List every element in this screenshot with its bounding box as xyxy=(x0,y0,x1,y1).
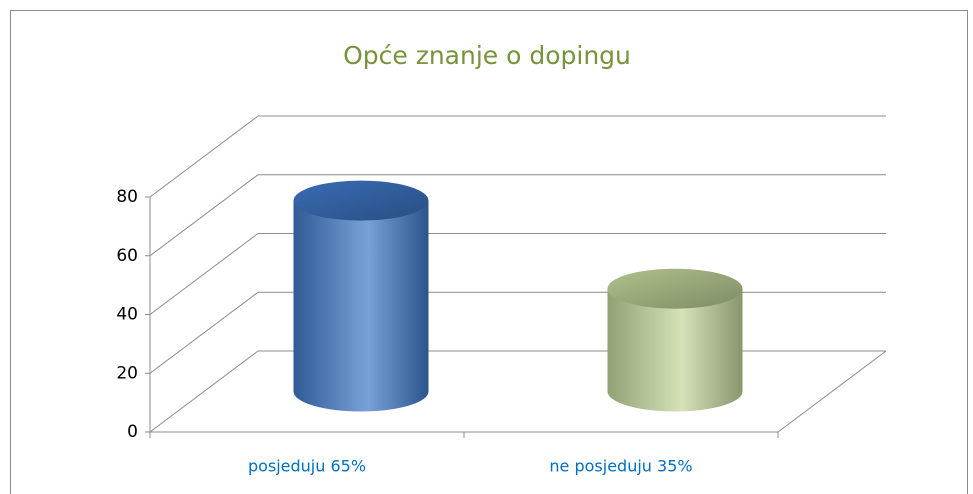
cylinder-body xyxy=(293,200,429,412)
y-tick-label: 0 xyxy=(127,422,138,442)
floor-edge xyxy=(777,350,887,433)
chart-frame xyxy=(10,10,968,494)
y-tick-label: 40 xyxy=(116,305,138,325)
chart-title: Opće znanje o dopingu xyxy=(343,41,631,70)
x-tick-label: posjeduju 65% xyxy=(248,457,366,476)
cylinder-top xyxy=(293,180,429,221)
y-tick-label: 80 xyxy=(116,187,138,207)
grid-line xyxy=(149,115,259,198)
y-tick-label: 20 xyxy=(116,363,138,383)
grid-line xyxy=(149,291,259,374)
cylinder xyxy=(607,268,743,412)
y-tick-label: 60 xyxy=(116,246,138,266)
cylinder xyxy=(293,180,429,412)
cylinder-top xyxy=(607,268,743,309)
grid-line xyxy=(149,233,259,315)
grid-line xyxy=(149,350,259,433)
x-tick-label: ne posjeduju 35% xyxy=(549,457,692,476)
cylinder-body xyxy=(607,288,743,412)
grid-line xyxy=(149,174,259,257)
